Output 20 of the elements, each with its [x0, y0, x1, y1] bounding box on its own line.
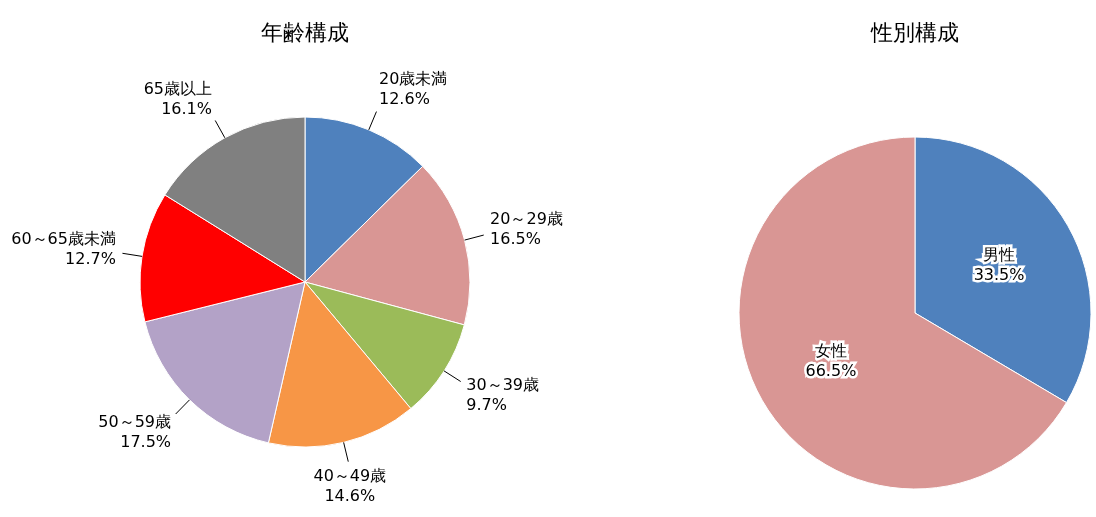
- data-label: 12.7%: [65, 249, 116, 269]
- slice-label: 65歳以上: [143, 78, 213, 98]
- slice-label: 男性: [983, 245, 1016, 265]
- data-label: 12.6%: [379, 88, 430, 108]
- data-label: 33.5%: [973, 265, 1025, 285]
- data-label: 14.6%: [324, 485, 376, 505]
- slice-label: 60～65歳未満: [11, 229, 116, 249]
- data-label: 17.5%: [120, 431, 172, 451]
- chart-title: 年齢構成: [261, 20, 349, 45]
- slice-label: 40～49歳: [313, 465, 387, 485]
- data-label: 16.5%: [490, 228, 541, 248]
- slice-label: 女性: [814, 340, 847, 360]
- slice-label: 20歳未満: [379, 68, 448, 88]
- slice-label: 20～29歳: [490, 208, 563, 228]
- slice-label: 30～39歳: [466, 374, 539, 394]
- data-label: 9.7%: [466, 394, 507, 414]
- slice-label: 50～59歳: [98, 411, 172, 431]
- chart-title: 性別構成: [870, 20, 959, 45]
- data-label: 16.1%: [161, 98, 213, 118]
- data-label: 66.5%: [805, 360, 857, 380]
